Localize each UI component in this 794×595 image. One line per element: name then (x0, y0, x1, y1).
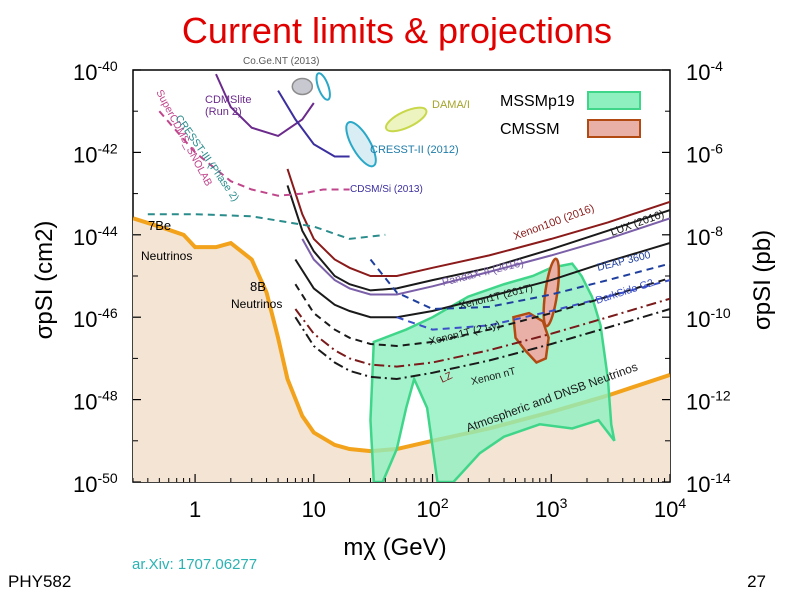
footer-source: ar.Xiv: 1707.06277 (132, 556, 258, 573)
y-right-tick-label-3: 10-10 (686, 305, 731, 332)
x-tick-label-2: 102 (416, 495, 448, 522)
annotation-8: 7Be (148, 218, 171, 233)
legend-label-cmssm: CMSSM (500, 121, 560, 138)
x-axis-label: mχ (GeV) (343, 534, 446, 561)
annotation-5: CDSM/Si (2013) (350, 184, 423, 195)
series-line-10 (158, 110, 350, 197)
dama-region (384, 106, 428, 133)
slide-title: Current limits & projections (181, 10, 613, 51)
annotation-3: DAMA/I (432, 99, 470, 111)
annotation-1: CDMSlite (205, 94, 251, 106)
series-line-2 (301, 217, 670, 296)
annotation-4: CRESST-II (2012) (370, 144, 459, 156)
annotation-10: 8B (250, 279, 266, 294)
mssmp19-region (369, 262, 616, 482)
series-line-7 (294, 297, 670, 368)
y-tick-label-4: 10-48 (73, 388, 118, 415)
y-tick-label-5: 10-50 (73, 470, 118, 497)
cogent-region (291, 77, 314, 96)
series-line-12 (277, 90, 350, 158)
footer-course: PHY582 (8, 572, 72, 591)
cresst-ii-region (345, 121, 377, 168)
y-right-tick-label-5: 10-14 (686, 470, 731, 497)
series-line-9 (215, 73, 315, 137)
cogent-contour (315, 72, 331, 101)
y-axis-label-left: σpSI (cm2) (31, 221, 58, 340)
y-right-tick-label-4: 10-12 (686, 388, 731, 415)
annotation-9: Neutrinos (141, 249, 192, 263)
series-line-8 (294, 308, 670, 381)
y-right-tick-label-2: 10-8 (686, 223, 723, 250)
y-right-tick-label-1: 10-6 (686, 140, 723, 167)
x-tick-label-4: 104 (654, 495, 686, 522)
series-line-11 (147, 213, 386, 240)
legend-swatch-cmssm (587, 119, 641, 138)
y-right-tick-label-0: 10-4 (686, 58, 723, 85)
y-tick-label-0: 10-40 (73, 58, 118, 85)
series-line-5 (396, 279, 670, 331)
series-line-4 (369, 258, 670, 311)
x-tick-label-1: 10 (302, 497, 326, 522)
y-tick-label-3: 10-46 (73, 305, 118, 332)
series-line-0 (286, 168, 670, 277)
y-tick-label-2: 10-44 (73, 223, 118, 250)
legend-swatch-mssmp19 (587, 91, 641, 110)
annotation-2: (Run 2) (205, 106, 242, 118)
x-tick-label-3: 103 (535, 495, 567, 522)
page-number: 27 (747, 572, 766, 591)
series-line-6 (294, 277, 670, 348)
annotation-11: Neutrinos (231, 297, 282, 311)
legend-label-mssmp19: MSSMp19 (500, 93, 575, 110)
x-tick-label-0: 1 (189, 497, 201, 522)
y-tick-label-1: 10-42 (73, 140, 118, 167)
series-line-1 (286, 185, 670, 292)
y-axis-label-right: σpSI (pb) (749, 230, 776, 330)
annotation-0: Co.Ge.NT (2013) (243, 56, 320, 67)
annotation-19: LZ (438, 369, 455, 385)
